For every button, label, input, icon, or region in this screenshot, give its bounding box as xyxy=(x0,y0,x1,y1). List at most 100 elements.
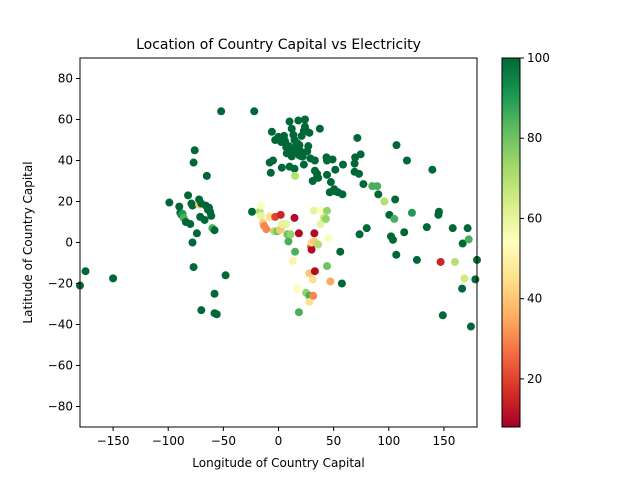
data-point xyxy=(314,173,323,182)
data-point xyxy=(305,297,314,306)
data-point xyxy=(186,220,195,229)
data-point xyxy=(326,178,335,187)
data-point xyxy=(388,235,397,244)
data-point xyxy=(471,275,480,284)
y-tick-label: 80 xyxy=(58,72,73,86)
data-point xyxy=(286,230,295,239)
colorbar-tick-label: 80 xyxy=(527,131,542,145)
data-point xyxy=(339,160,348,169)
x-tick-label: 150 xyxy=(432,434,455,448)
data-point xyxy=(315,124,324,133)
data-point xyxy=(285,117,294,126)
data-point xyxy=(391,195,400,204)
y-tick-label: 60 xyxy=(58,113,73,127)
data-point xyxy=(256,211,265,220)
data-point xyxy=(463,224,472,233)
data-point xyxy=(282,220,291,229)
x-tick-label: 100 xyxy=(377,434,400,448)
data-point xyxy=(362,224,371,233)
data-point xyxy=(295,141,304,150)
data-point xyxy=(338,190,347,199)
data-point xyxy=(175,202,184,211)
data-point xyxy=(248,207,257,216)
data-point xyxy=(309,206,318,215)
x-tick-label: −50 xyxy=(211,434,236,448)
data-point xyxy=(323,206,332,215)
data-point xyxy=(374,190,383,199)
y-tick-label: −60 xyxy=(48,359,73,373)
data-point xyxy=(326,277,335,286)
data-point xyxy=(422,223,431,232)
data-point xyxy=(321,214,330,223)
x-tick-label: −100 xyxy=(152,434,185,448)
data-point xyxy=(268,156,277,165)
data-point xyxy=(458,239,467,248)
data-point xyxy=(207,211,216,220)
colorbar-tick-label: 60 xyxy=(527,211,542,225)
data-point xyxy=(294,308,303,317)
colorbar xyxy=(502,58,520,427)
data-point xyxy=(200,215,209,224)
data-point xyxy=(458,284,467,293)
data-point xyxy=(331,165,340,174)
data-point xyxy=(81,267,90,276)
data-point xyxy=(290,213,299,222)
data-point xyxy=(287,124,296,133)
data-point xyxy=(217,107,226,116)
data-point xyxy=(400,228,409,237)
data-point xyxy=(307,245,316,254)
x-tick-label: 0 xyxy=(275,434,283,448)
data-point xyxy=(466,322,475,331)
data-point xyxy=(256,201,265,210)
data-point xyxy=(221,271,230,280)
data-point xyxy=(390,214,399,223)
data-point xyxy=(197,306,206,315)
data-point xyxy=(284,237,293,246)
data-point xyxy=(392,141,401,150)
data-point xyxy=(438,311,447,320)
y-tick-label: −20 xyxy=(48,277,73,291)
data-point xyxy=(165,198,174,207)
data-point xyxy=(428,165,437,174)
data-point xyxy=(392,250,401,259)
data-point xyxy=(291,171,300,180)
y-tick-label: 40 xyxy=(58,154,73,168)
data-point xyxy=(359,180,368,189)
data-point xyxy=(355,169,364,178)
data-point xyxy=(328,155,337,164)
data-point xyxy=(210,289,219,298)
data-point xyxy=(402,156,411,165)
data-point xyxy=(412,255,421,264)
data-point xyxy=(189,158,198,167)
data-point xyxy=(304,142,313,151)
data-point xyxy=(212,310,221,319)
data-point xyxy=(316,220,325,229)
data-point xyxy=(305,128,314,137)
y-tick-label: −40 xyxy=(48,318,73,332)
data-point xyxy=(310,267,319,276)
data-point xyxy=(188,238,197,247)
data-point xyxy=(353,133,362,142)
data-point xyxy=(337,279,346,288)
data-point xyxy=(316,206,325,215)
data-point xyxy=(210,226,219,235)
data-point xyxy=(355,230,364,239)
x-axis-label: Longitude of Country Capital xyxy=(192,456,364,470)
data-point xyxy=(250,107,259,116)
y-axis: −80 −60 −40 −20 0 20 40 60 80 xyxy=(48,72,80,414)
data-point xyxy=(310,156,319,165)
data-point xyxy=(314,240,323,249)
data-point xyxy=(109,274,118,283)
y-axis-label: Latitude of Country Capital xyxy=(21,161,35,323)
colorbar-axis: 20 40 60 80 100 xyxy=(520,51,550,386)
data-point xyxy=(309,291,318,300)
data-point xyxy=(464,235,473,244)
data-point xyxy=(300,115,309,124)
y-tick-label: 20 xyxy=(58,195,73,209)
data-point xyxy=(434,207,443,216)
x-tick-label: 50 xyxy=(326,434,341,448)
data-point xyxy=(350,159,359,168)
chart-title: Location of Country Capital vs Electrici… xyxy=(136,37,421,53)
data-point xyxy=(267,127,276,136)
data-point xyxy=(436,257,445,266)
